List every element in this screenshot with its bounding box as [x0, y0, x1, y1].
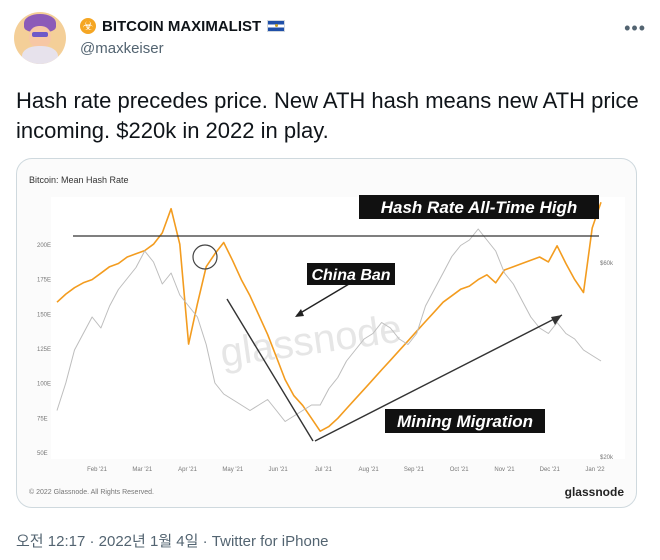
migration-arrow-line: [314, 314, 563, 442]
x-tick-label: Feb '21: [87, 467, 107, 473]
mining-migration-annotation-label: Mining Migration: [397, 412, 533, 431]
x-tick-label: Apr '21: [178, 467, 197, 473]
more-options-icon[interactable]: •••: [624, 18, 646, 38]
y-tick-label: 50E: [37, 451, 48, 457]
x-tick-label: May '21: [222, 467, 243, 473]
ath-annotation-label: Hash Rate All-Time High: [381, 198, 577, 217]
tweet-meta: 오전 12:17 · 2022년 1월 4일 · Twitter for iPh…: [16, 530, 329, 551]
tweet-source[interactable]: Twitter for iPhone: [211, 533, 329, 550]
display-name-row[interactable]: ☣ BITCOIN MAXIMALIST: [80, 16, 286, 36]
x-tick-label: Jun '21: [269, 467, 289, 473]
glassnode-logo: glassnode: [564, 485, 624, 499]
x-tick-label: Sep '21: [404, 467, 425, 473]
y-tick-label: 175E: [37, 278, 51, 284]
decline-arrow-line: [226, 298, 314, 442]
mining-migration-annotation-box: [385, 409, 545, 433]
china-ban-arrowhead: [295, 309, 304, 317]
author-names: ☣ BITCOIN MAXIMALIST @maxkeiser: [80, 16, 286, 57]
china-ban-arrow-line: [296, 283, 350, 316]
previous-peak-circle: [192, 244, 218, 270]
y-tick-label: 150E: [37, 312, 51, 318]
tweet-header: ☣ BITCOIN MAXIMALIST @maxkeiser •••: [14, 12, 646, 68]
y-tick-label: 200E: [37, 243, 51, 249]
series-line-price: [56, 228, 602, 422]
x-tick-label: Aug '21: [359, 467, 380, 473]
series-line-hash-rate: [56, 201, 602, 433]
chart-title: Bitcoin: Mean Hash Rate: [29, 175, 129, 185]
migration-arrowhead: [551, 315, 562, 325]
avatar[interactable]: [14, 12, 66, 64]
x-tick-label: Dec '21: [540, 467, 561, 473]
meta-separator: ·: [202, 533, 208, 550]
x-tick-label: Nov '21: [494, 467, 515, 473]
y-right-tick-label: $20k: [600, 455, 614, 461]
biohazard-icon: ☣: [80, 18, 96, 34]
x-tick-label: Mar '21: [132, 467, 152, 473]
china-ban-annotation-label: China Ban: [311, 267, 390, 284]
tweet-date[interactable]: 2022년 1월 4일: [98, 533, 199, 550]
x-tick-label: Jul '21: [315, 467, 333, 473]
y-right-tick-label: $60k: [600, 261, 614, 267]
chart-copyright: © 2022 Glassnode. All Rights Reserved.: [29, 489, 155, 496]
tweet-time[interactable]: 오전 12:17: [16, 533, 86, 550]
ath-annotation-box: [359, 195, 599, 219]
y-tick-label: 100E: [37, 382, 51, 388]
user-handle[interactable]: @maxkeiser: [80, 40, 164, 57]
el-salvador-flag-icon: [267, 20, 286, 32]
y-tick-label: 75E: [37, 416, 48, 422]
tweet-text: Hash rate precedes price. New ATH hash m…: [16, 88, 639, 143]
hash-rate-chart: glassnode200E175E150E125E100E75E50E$60k$…: [37, 195, 625, 473]
x-tick-label: Jan '22: [585, 467, 605, 473]
meta-separator: ·: [89, 533, 95, 550]
display-name[interactable]: BITCOIN MAXIMALIST: [102, 17, 262, 35]
x-tick-label: Oct '21: [450, 467, 469, 473]
y-tick-label: 125E: [37, 347, 51, 353]
tweet-media[interactable]: glassnode 200E 175E 150E 125E 100E 75E 50E $60k $…: [16, 158, 637, 508]
china-ban-annotation-box: [307, 263, 395, 285]
